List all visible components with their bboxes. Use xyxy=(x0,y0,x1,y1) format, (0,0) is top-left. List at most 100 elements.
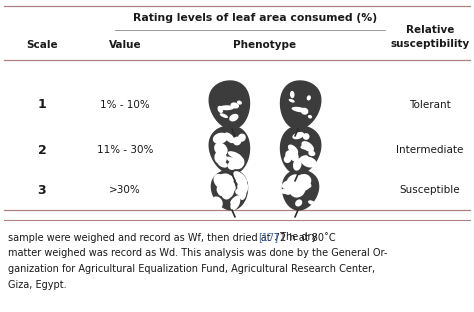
Ellipse shape xyxy=(290,187,299,196)
Ellipse shape xyxy=(217,185,224,194)
Ellipse shape xyxy=(301,108,309,115)
Ellipse shape xyxy=(218,188,226,196)
Ellipse shape xyxy=(218,106,223,113)
Ellipse shape xyxy=(291,183,304,194)
Text: Intermediate: Intermediate xyxy=(396,145,464,155)
Ellipse shape xyxy=(211,196,223,209)
Ellipse shape xyxy=(301,141,314,152)
Ellipse shape xyxy=(230,197,240,210)
Text: 11% - 30%: 11% - 30% xyxy=(97,145,153,155)
Ellipse shape xyxy=(229,114,238,121)
Ellipse shape xyxy=(295,184,301,191)
Ellipse shape xyxy=(284,155,291,163)
Ellipse shape xyxy=(288,144,298,154)
Text: ganization for Agricultural Equalization Fund, Agricultural Research Center,: ganization for Agricultural Equalization… xyxy=(8,264,375,274)
Polygon shape xyxy=(211,170,247,210)
Ellipse shape xyxy=(221,185,234,199)
Polygon shape xyxy=(281,126,321,174)
Ellipse shape xyxy=(226,184,232,189)
Text: Value: Value xyxy=(109,40,141,50)
Ellipse shape xyxy=(295,199,302,207)
Ellipse shape xyxy=(233,171,247,185)
Ellipse shape xyxy=(217,175,228,189)
Ellipse shape xyxy=(230,195,240,204)
Ellipse shape xyxy=(235,188,245,195)
Ellipse shape xyxy=(214,143,228,156)
Polygon shape xyxy=(281,81,321,129)
Ellipse shape xyxy=(238,134,246,142)
Ellipse shape xyxy=(308,151,315,156)
Ellipse shape xyxy=(218,161,228,168)
Ellipse shape xyxy=(214,151,227,164)
Ellipse shape xyxy=(298,174,307,186)
Ellipse shape xyxy=(227,179,235,190)
Ellipse shape xyxy=(286,174,301,190)
Ellipse shape xyxy=(213,133,228,144)
Ellipse shape xyxy=(219,113,228,118)
Ellipse shape xyxy=(301,144,311,150)
Ellipse shape xyxy=(230,155,245,169)
Polygon shape xyxy=(209,126,249,174)
Text: Rating levels of leaf area consumed (%): Rating levels of leaf area consumed (%) xyxy=(133,13,377,23)
Ellipse shape xyxy=(237,180,248,194)
Text: 1: 1 xyxy=(37,99,46,111)
Ellipse shape xyxy=(298,155,309,163)
Ellipse shape xyxy=(303,133,310,140)
Text: Susceptible: Susceptible xyxy=(400,185,460,195)
Ellipse shape xyxy=(224,133,235,143)
Ellipse shape xyxy=(284,180,300,193)
Ellipse shape xyxy=(282,180,292,189)
Text: matter weighed was record as Wd. This analysis was done by the General Or-: matter weighed was record as Wd. This an… xyxy=(8,248,387,258)
Ellipse shape xyxy=(223,179,236,191)
Ellipse shape xyxy=(222,187,232,200)
Text: 2: 2 xyxy=(37,144,46,157)
Ellipse shape xyxy=(237,100,242,105)
Ellipse shape xyxy=(299,179,308,188)
Ellipse shape xyxy=(286,188,294,195)
Ellipse shape xyxy=(300,179,305,188)
Ellipse shape xyxy=(236,178,241,185)
Ellipse shape xyxy=(218,173,233,185)
Text: Scale: Scale xyxy=(26,40,58,50)
Ellipse shape xyxy=(226,157,239,165)
Ellipse shape xyxy=(228,159,239,170)
Ellipse shape xyxy=(219,105,234,110)
Ellipse shape xyxy=(228,176,235,181)
Ellipse shape xyxy=(290,91,294,98)
Text: [17]: [17] xyxy=(258,232,278,242)
Ellipse shape xyxy=(292,186,310,193)
Text: 1% - 10%: 1% - 10% xyxy=(100,100,150,110)
Text: Giza, Egypt.: Giza, Egypt. xyxy=(8,280,67,290)
Ellipse shape xyxy=(290,182,306,197)
Text: >30%: >30% xyxy=(109,185,141,195)
Ellipse shape xyxy=(288,180,296,188)
Ellipse shape xyxy=(285,150,294,160)
Ellipse shape xyxy=(299,174,311,185)
Text: Tolerant: Tolerant xyxy=(409,100,451,110)
Text: Phenotype: Phenotype xyxy=(233,40,297,50)
Polygon shape xyxy=(283,170,319,210)
Ellipse shape xyxy=(224,174,230,179)
Ellipse shape xyxy=(303,180,311,188)
Polygon shape xyxy=(209,81,249,129)
Ellipse shape xyxy=(284,180,301,192)
Ellipse shape xyxy=(213,174,228,189)
Text: Relative
susceptibility: Relative susceptibility xyxy=(391,25,470,49)
Ellipse shape xyxy=(289,149,299,162)
Ellipse shape xyxy=(293,158,301,171)
Ellipse shape xyxy=(239,187,246,200)
Ellipse shape xyxy=(292,132,304,139)
Ellipse shape xyxy=(301,157,317,168)
Ellipse shape xyxy=(292,107,306,112)
Ellipse shape xyxy=(308,115,312,119)
Text: . The dry: . The dry xyxy=(273,232,317,242)
Ellipse shape xyxy=(230,102,239,109)
Ellipse shape xyxy=(228,151,242,159)
Ellipse shape xyxy=(308,200,315,205)
Ellipse shape xyxy=(289,99,295,103)
Ellipse shape xyxy=(233,137,241,145)
Text: sample were weighed and record as Wf, then dried at 72 h at 80˚C: sample were weighed and record as Wf, th… xyxy=(8,232,339,243)
Text: 3: 3 xyxy=(38,183,46,197)
Ellipse shape xyxy=(307,95,311,100)
Ellipse shape xyxy=(280,188,295,194)
